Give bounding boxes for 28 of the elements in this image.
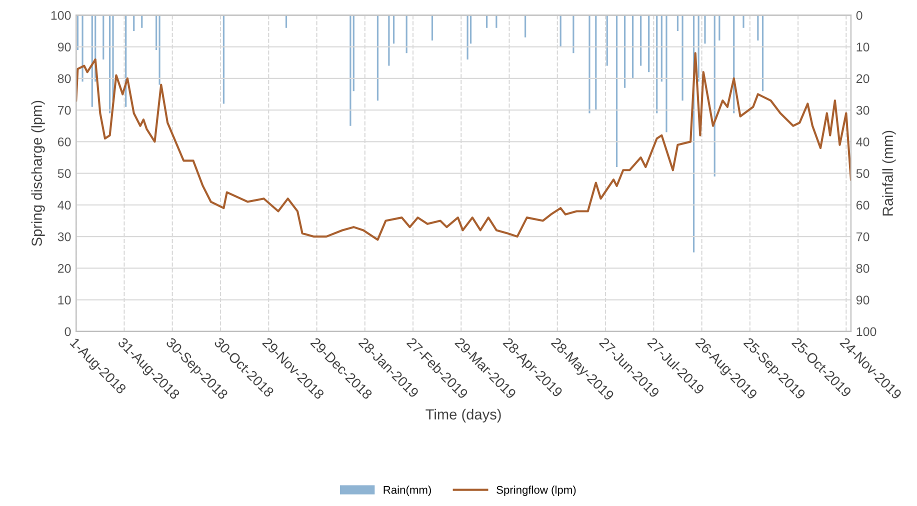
y2-tick-label: 100: [856, 327, 876, 336]
y2-tick-label: 40: [856, 137, 870, 146]
y-tick-label: 60: [58, 137, 71, 146]
y2-tick-label: 50: [856, 169, 870, 178]
x-axis-title: Time (days): [426, 408, 501, 422]
y-tick-label: 10: [58, 296, 71, 304]
y2-tick-label: 60: [856, 200, 870, 210]
y2-tick-label: 70: [856, 232, 870, 242]
line-series: [76, 52, 851, 241]
y-tick-label: 90: [58, 42, 71, 52]
y2-tick-label: 80: [856, 264, 870, 273]
y2-tick-label: 20: [856, 74, 870, 84]
y-tick-label: 20: [58, 264, 71, 273]
y-tick-label: 0: [64, 327, 71, 336]
y2-tick-label: 0: [856, 10, 862, 20]
legend-label: Springflow (lpm): [496, 486, 576, 496]
y-tick-label: 100: [51, 10, 71, 20]
y-tick-label: 80: [58, 74, 71, 84]
y-tick-label: 70: [58, 106, 71, 115]
y2-tick-label: 90: [856, 296, 870, 304]
y-axis-title: Spring discharge (lpm): [31, 100, 45, 246]
y2-tick-label: 10: [856, 42, 870, 52]
y2-axis-title: Rainfall (mm): [882, 130, 896, 216]
y2-tick-label: 30: [856, 106, 870, 115]
y-tick-label: 30: [58, 232, 71, 242]
y-tick-label: 40: [58, 200, 71, 210]
y-tick-label: 50: [58, 169, 71, 178]
legend-label: Rain(mm): [384, 486, 431, 496]
